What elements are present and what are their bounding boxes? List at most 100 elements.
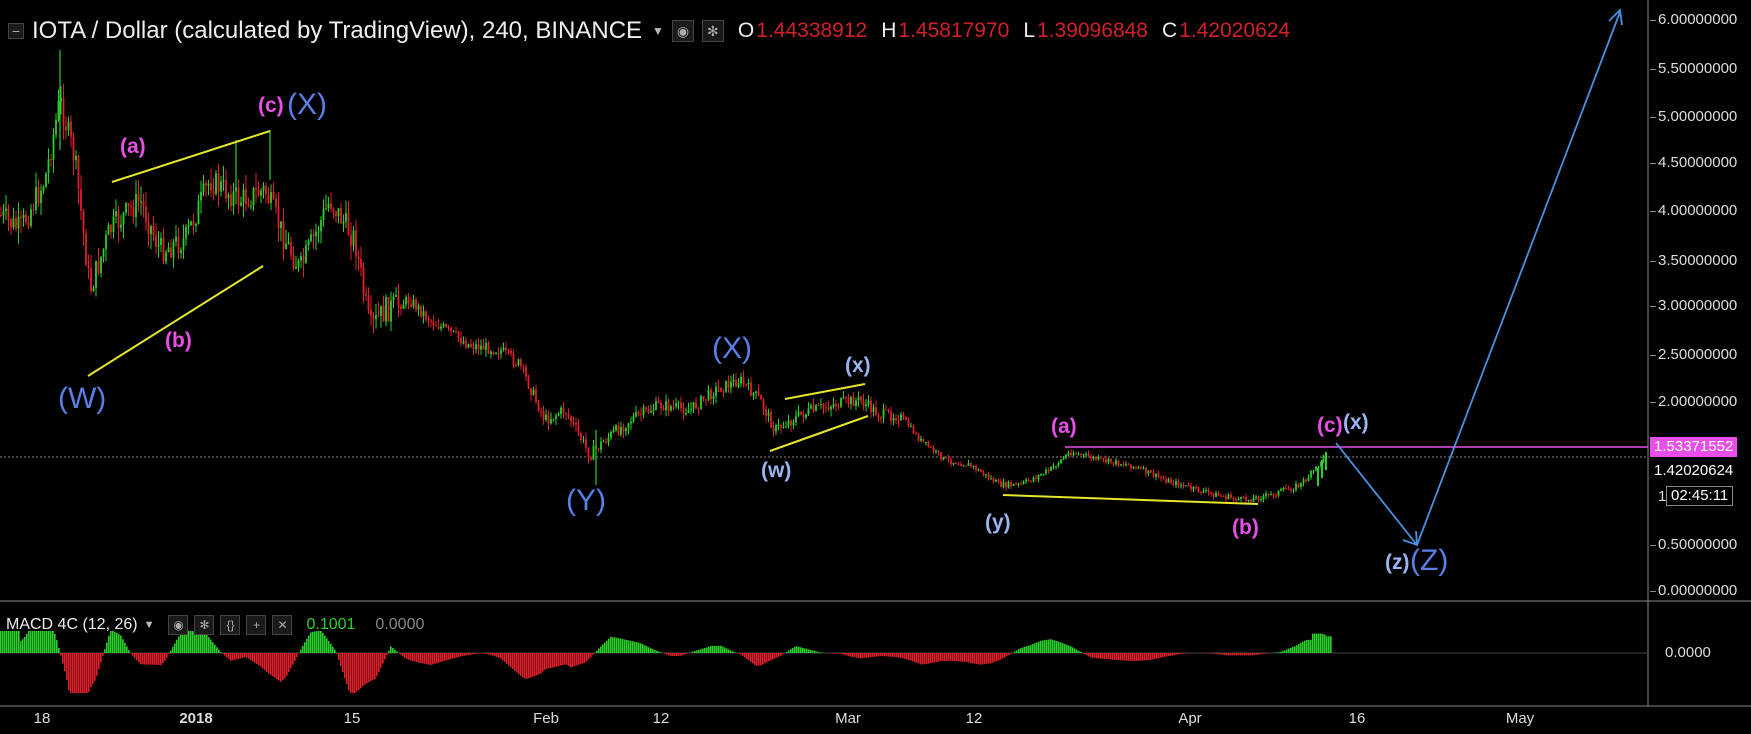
symbol-title[interactable]: IOTA / Dollar (calculated by TradingView… [32,17,643,44]
wave-label-b2[interactable]: (b) [1232,516,1259,539]
wave-label-X2[interactable]: (X) [712,332,752,365]
macd-bar [1088,653,1090,657]
macd-bar [1054,640,1056,653]
macd-bar [96,653,98,676]
price-tick-label: 2.00000000 [1658,393,1738,410]
wave-label-x[interactable]: (x) [845,354,871,377]
wave-label-x2[interactable]: (x) [1343,411,1369,434]
macd-bar [818,651,820,653]
candle-body [767,412,770,416]
candle-body [322,208,325,221]
candle-body [960,464,962,467]
macd-bar [30,631,32,653]
candle-body [662,408,665,411]
candle-body [1295,484,1297,491]
macd-bar [130,653,132,654]
macd-bar [560,653,562,666]
macd-bar [140,653,142,665]
candle-body [607,437,610,443]
gear-icon[interactable]: ✻ [701,20,724,42]
candle-body [370,310,372,316]
plus-icon[interactable]: + [246,615,267,635]
candle-body [1110,458,1112,463]
candle-body [1235,498,1237,501]
wave-label-y[interactable]: (y) [985,511,1011,534]
wave-label-W[interactable]: (W) [58,382,107,415]
candle-body [1250,499,1252,502]
macd-bar [974,653,976,664]
wave-label-a2[interactable]: (a) [1051,415,1077,438]
macd-bar [922,653,924,665]
candle-body [1040,474,1042,476]
macd-bar [1300,642,1302,653]
wave-label-c2[interactable]: (c) [1317,414,1343,437]
wave-label-w[interactable]: (w) [761,459,792,482]
candle-body [610,432,612,438]
candle-body [717,386,720,388]
eye-icon[interactable]: ◉ [671,20,694,42]
wave-label-X1[interactable]: (X) [287,88,327,121]
macd-bar [288,653,290,673]
macd-bar [642,644,644,653]
wave-label-b1[interactable]: (b) [165,329,192,352]
macd-bar [178,636,180,653]
chevron-down-icon[interactable]: ▼ [143,619,155,631]
macd-bar [222,653,224,654]
candle-body [815,404,817,411]
macd-bar [606,640,608,653]
candle-body [722,391,725,393]
ohlc-high: H1.45817970 [881,19,1010,42]
macd-bar [62,653,64,664]
candle-body [87,265,90,269]
candle-body [667,401,670,411]
macd-bar [1312,633,1314,653]
minus-square-icon[interactable]: − [8,23,24,39]
macd-title[interactable]: MACD 4C (12, 26) [6,616,138,633]
price-tick [1650,591,1656,592]
candle-body [585,439,587,448]
braces-icon[interactable]: {} [220,615,241,635]
wave-label-Z[interactable]: (Z) [1410,544,1449,577]
macd-bar [426,653,428,665]
wave-label-c1[interactable]: (c) [258,94,284,117]
candle-body [750,382,752,396]
candle-body [1175,481,1177,485]
candle-body [215,173,217,194]
eye-icon[interactable]: ◉ [168,615,189,635]
candle-body [880,417,882,419]
wave-label-a1[interactable]: (a) [120,135,146,158]
macd-bar [878,653,880,657]
candle-body [212,190,215,194]
candle-body [697,408,700,410]
macd-bar [1108,653,1110,660]
wave-label-z[interactable]: (z) [1385,551,1410,574]
macd-bar [1166,653,1168,657]
time-axis-label: 16 [1348,710,1366,727]
candle-body [1160,477,1162,479]
candle-body [422,311,425,317]
candle-body [597,448,600,450]
macd-bar [1100,653,1102,659]
macd-bar [420,653,422,664]
candle-body [845,397,847,399]
wave-label-Y[interactable]: (Y) [566,484,606,517]
candle-body [52,134,55,160]
gear-icon[interactable]: ✻ [194,615,215,635]
candle-body [60,98,62,102]
close-icon[interactable]: ✕ [272,615,293,635]
macd-bar [106,642,108,653]
macd-bar [992,653,994,663]
macd-bar [920,653,922,665]
candle-body [970,463,972,467]
chevron-down-icon[interactable]: ▼ [652,24,664,38]
macd-bar [312,631,314,653]
candle-body [497,352,500,354]
macd-bar [192,631,194,653]
macd-bar [620,638,622,653]
macd-bar [1042,640,1044,653]
candle-body [1267,493,1270,495]
macd-bar [1262,653,1264,654]
candle-body [237,187,240,206]
macd-bar [940,653,942,662]
